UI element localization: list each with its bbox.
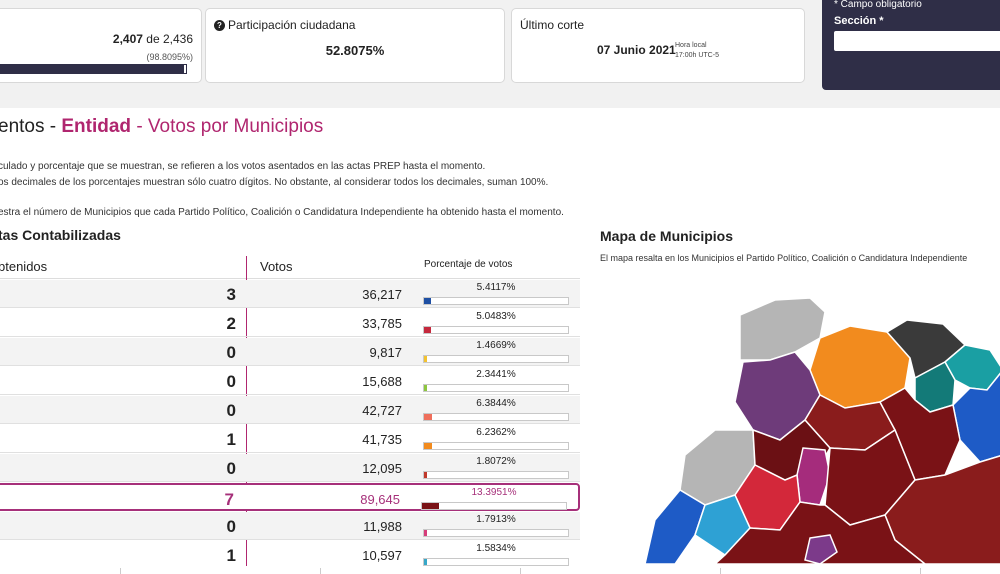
municipios-count: 1 [226,546,236,565]
actas-percent: (98.8095%) [146,52,193,62]
votes-value: 15,688 [362,374,402,389]
municipios-count: 0 [226,372,236,391]
required-note: * Campo obligatorio [834,0,922,10]
municipios-count: 0 [226,343,236,362]
actas-progress-bar [0,64,187,74]
percent-label: 1.8072% [476,456,516,467]
table-row[interactable]: 0 42,727 6.3844% [0,396,580,424]
seccion-label: Sección * [834,15,884,27]
col-header-porcentaje: Porcentaje de votos [424,259,513,270]
percent-bar [423,384,569,392]
municipios-count: 1 [226,430,236,449]
municipios-count: 3 [226,285,236,304]
map-region-gray-north[interactable] [739,297,826,361]
percent-label: 1.7913% [476,514,516,525]
percent-bar [423,558,569,566]
corte-hora: Hora local 17:00h UTC-5 [675,42,719,59]
votes-value: 36,217 [362,287,402,302]
votes-value: 11,988 [363,519,402,534]
percent-bar [423,442,569,450]
percent-bar [423,413,569,421]
table-row[interactable]: 1 41,735 6.2362% [0,425,580,453]
question-icon[interactable]: ? [214,20,225,31]
table-row[interactable]: 7 89,645 13.3951% [0,483,580,511]
note-3: estra el número de Municipios que cada P… [0,207,564,218]
percent-label: 2.3441% [476,369,516,380]
map-section-title: Mapa de Municipios [600,228,734,244]
seccion-input[interactable] [834,31,1000,51]
votes-value: 12,095 [362,461,402,476]
municipios-count: 0 [226,517,236,536]
table-row[interactable]: 1 10,597 1.5834% [0,541,580,569]
percent-label: 6.2362% [476,427,516,438]
percent-label: 5.0483% [476,311,516,322]
municipios-count: 2 [226,314,236,333]
map-region-maroon-southwest[interactable] [713,501,927,564]
votes-value: 9,817 [369,345,402,360]
percent-bar [423,297,569,305]
actas-count: 2,407 de 2,436 [112,32,193,46]
table-row[interactable]: 0 12,095 1.8072% [0,454,580,482]
votes-value: 33,785 [362,316,402,331]
municipios-count: 7 [224,490,234,509]
col-header-votos: Votos [260,259,293,274]
table-row[interactable]: 0 11,988 1.7913% [0,512,580,540]
municipios-map[interactable] [625,290,1000,564]
votes-value: 89,645 [360,492,400,507]
col-header-obtenidos: btenidos [0,259,48,274]
map-region-blue-west[interactable] [644,489,706,564]
percent-label: 6.3844% [476,398,516,409]
percent-bar [423,529,569,537]
table-section-title: tas Contabilizadas [0,227,121,243]
map-region-violet[interactable] [804,534,838,564]
percent-label: 1.4669% [476,340,516,351]
percent-bar [423,355,569,363]
participacion-title: ? Participación ciudadana [214,18,355,32]
municipios-count: 0 [226,401,236,420]
seccion-search-panel: * Campo obligatorio Sección * [822,0,1000,90]
actas-card: 2,407 de 2,436 (98.8095%) [0,8,202,83]
map-description: El mapa resalta en los Municipios el Par… [600,253,968,263]
page-title: entos - Entidad - Votos por Municipios [0,116,324,137]
percent-label: 5.4117% [476,282,516,293]
corte-date: 07 Junio 2021 [597,43,676,57]
note-1: culado y porcentaje que se muestran, se … [0,161,486,172]
note-2: os decimales de los porcentajes muestran… [0,177,549,188]
table-row[interactable]: 0 9,817 1.4669% [0,338,580,366]
votes-value: 42,727 [362,403,402,418]
corte-title: Último corte [520,18,585,32]
table-row[interactable]: 2 33,785 5.0483% [0,309,580,337]
participacion-card: ? Participación ciudadana 52.8075% [205,8,505,83]
percent-label: 13.3951% [471,487,517,498]
votes-value: 10,597 [362,548,402,563]
percent-bar [421,502,567,510]
votes-value: 41,735 [362,432,402,447]
municipios-count: 0 [226,459,236,478]
percent-bar [423,471,569,479]
corte-card: Último corte 07 Junio 2021 Hora local 17… [511,8,805,83]
participacion-value: 52.8075% [325,43,385,58]
table-row[interactable]: 0 15,688 2.3441% [0,367,580,395]
table-row[interactable]: 3 36,217 5.4117% [0,280,580,308]
percent-label: 1.5834% [476,543,516,554]
percent-bar [423,326,569,334]
